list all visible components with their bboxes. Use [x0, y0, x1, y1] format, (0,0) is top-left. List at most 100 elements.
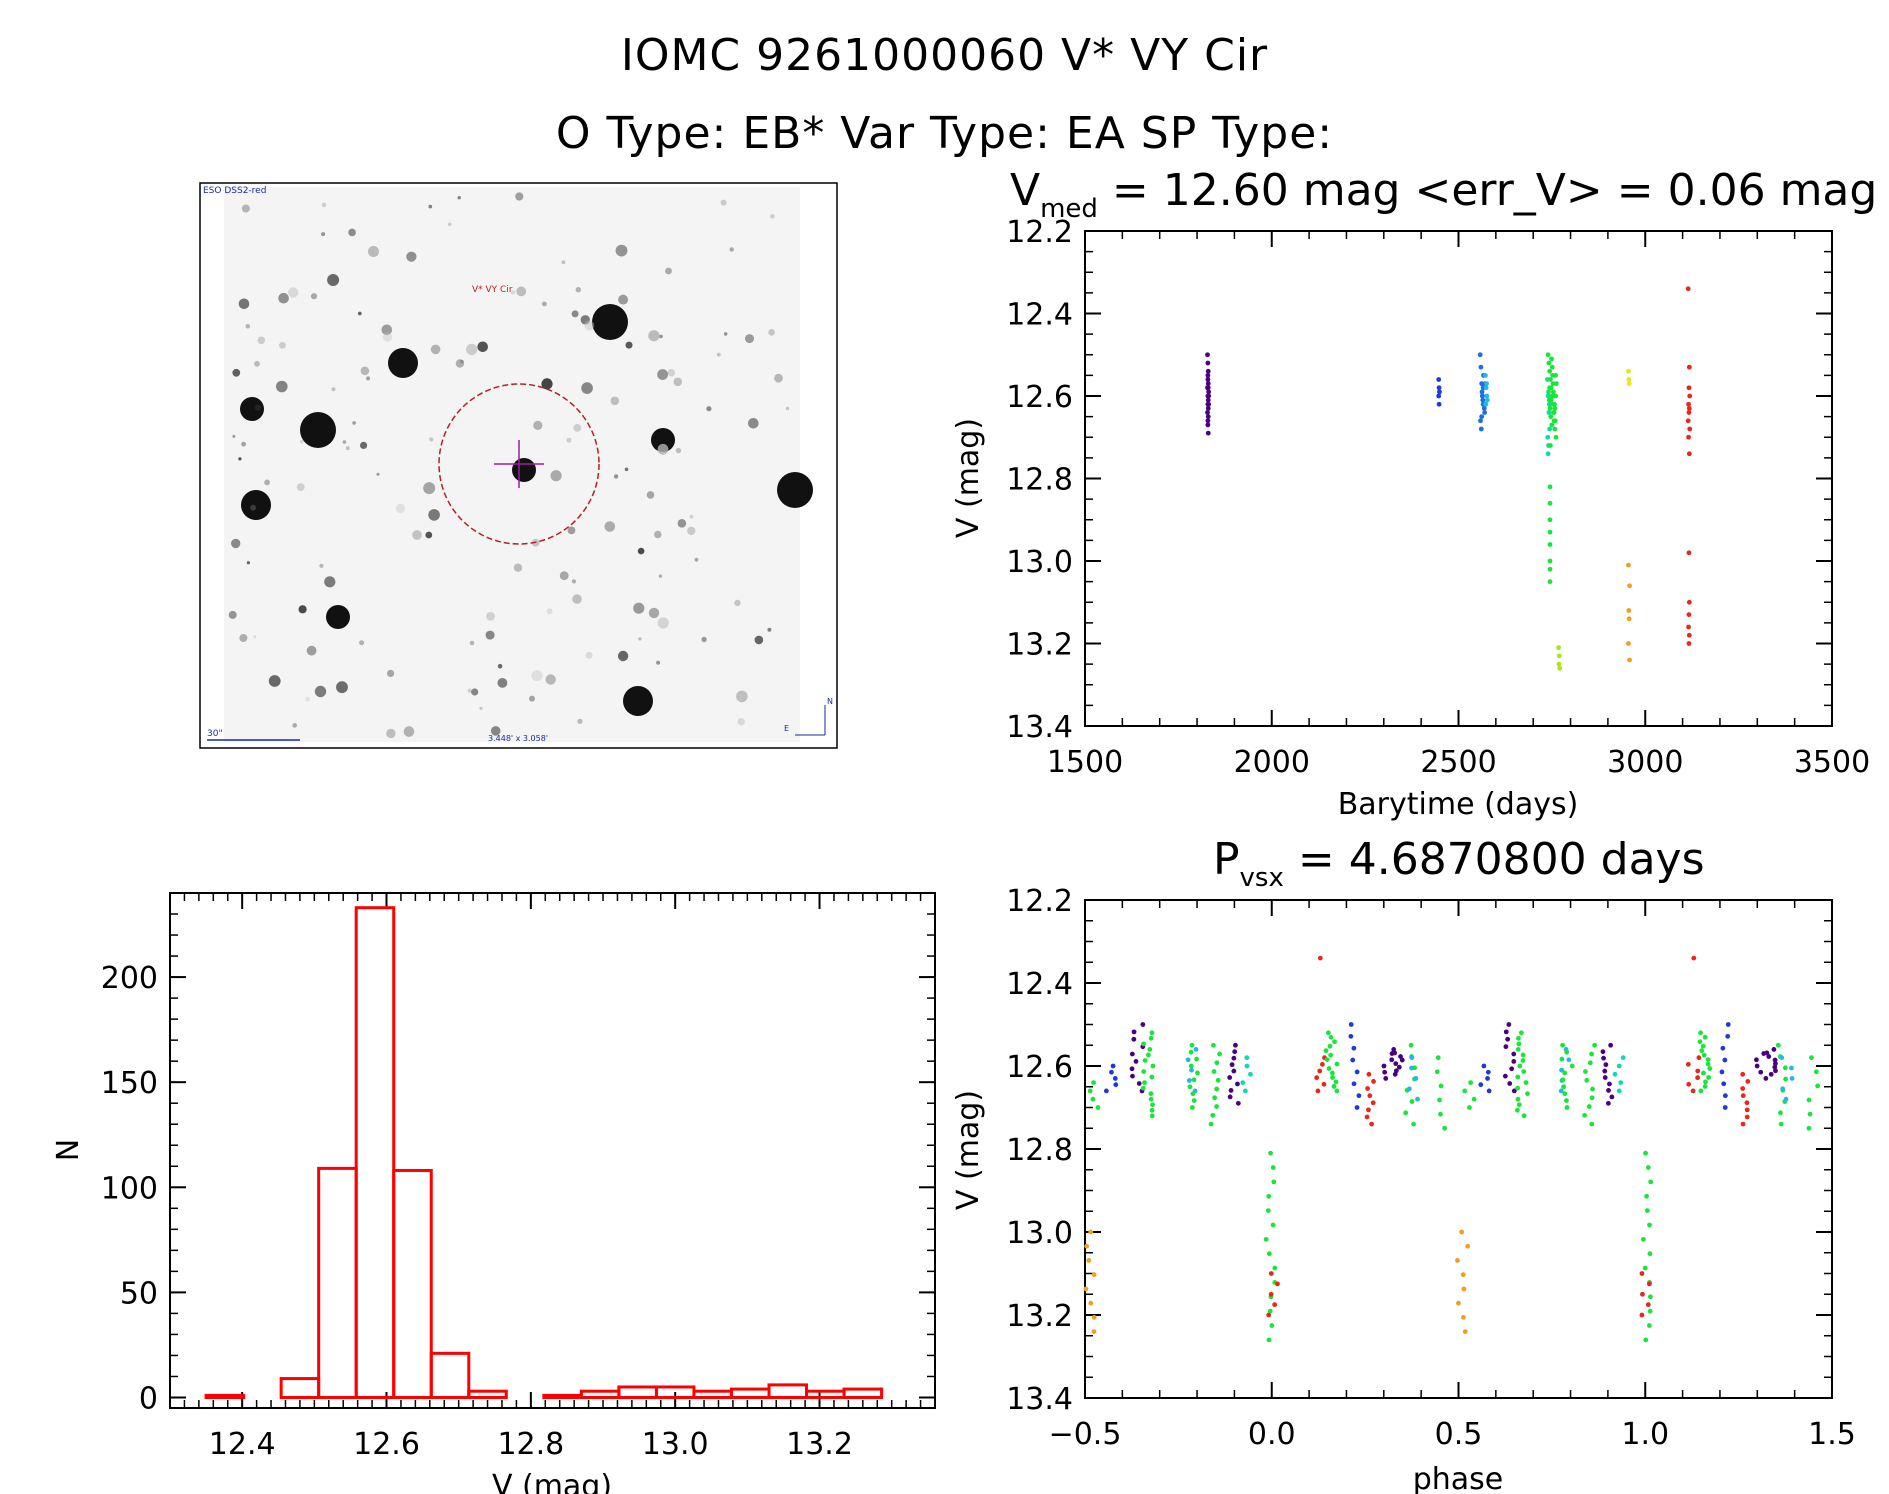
- phased-point: [1701, 1070, 1706, 1076]
- phased-point: [1190, 1091, 1196, 1097]
- phased-point: [1768, 1071, 1774, 1077]
- lightcurve-point: [1205, 385, 1211, 391]
- star: [254, 360, 260, 367]
- phased-point: [1813, 1069, 1819, 1075]
- phased-point: [1754, 1063, 1760, 1069]
- lightcurve-point: [1626, 381, 1632, 387]
- phased-point: [1141, 1041, 1147, 1047]
- lightcurve-point: [1557, 665, 1563, 671]
- lightcurve-point: [1687, 426, 1693, 432]
- star: [331, 387, 336, 392]
- histogram-bar: [805, 1389, 846, 1399]
- phased-point: [1329, 1070, 1335, 1076]
- phased-point: [1606, 1088, 1611, 1093]
- phased-point: [1605, 1100, 1611, 1106]
- lightcurve-point: [1552, 405, 1558, 411]
- lightcurve-point: [1553, 434, 1559, 440]
- phased-point: [1789, 1065, 1794, 1071]
- histogram-bar: [542, 1393, 583, 1399]
- phased-point: [1809, 1055, 1814, 1061]
- histogram-frame: [169, 892, 936, 1409]
- phased-point: [1148, 1091, 1154, 1097]
- lightcurve-xtick-label: 2500: [1420, 745, 1496, 780]
- lightcurve-point: [1480, 393, 1485, 399]
- star: [542, 301, 547, 307]
- phased-point: [1511, 1051, 1517, 1057]
- lightcurve-point: [1686, 385, 1692, 391]
- lightcurve-point: [1686, 364, 1692, 370]
- star: [342, 440, 347, 444]
- star: [748, 418, 759, 429]
- phased-point: [1268, 1291, 1274, 1297]
- lightcurve-xtick-label: 3000: [1607, 745, 1683, 780]
- star: [345, 446, 350, 451]
- phased-xtick-label: 1.0: [1621, 1417, 1669, 1452]
- star: [428, 204, 433, 209]
- star: [292, 723, 298, 728]
- star: [241, 490, 271, 520]
- star: [770, 214, 775, 219]
- phased-point: [1516, 1035, 1521, 1041]
- phased-point: [1348, 1033, 1354, 1039]
- star: [469, 640, 475, 646]
- phased-point: [1437, 1097, 1442, 1103]
- star: [486, 612, 495, 621]
- lightcurve-point: [1479, 414, 1485, 420]
- phased-ytick-label: 12.6: [1006, 1050, 1073, 1085]
- star: [278, 292, 289, 304]
- phased-point: [1561, 1084, 1566, 1090]
- phased-point: [1438, 1083, 1444, 1089]
- phased-point: [1647, 1281, 1652, 1287]
- phased-point: [1506, 1022, 1512, 1027]
- phased-point: [1695, 1075, 1701, 1081]
- phased-point: [1685, 1061, 1691, 1067]
- star: [412, 530, 422, 540]
- phased-point: [1722, 1105, 1728, 1110]
- phased-point: [1773, 1061, 1778, 1067]
- lightcurve-point: [1547, 517, 1553, 523]
- star: [768, 329, 775, 336]
- phased-point: [1744, 1107, 1750, 1113]
- phased-point: [1083, 1286, 1089, 1292]
- star: [497, 678, 508, 688]
- star: [720, 199, 727, 206]
- histogram-xtick-label: 12.8: [497, 1427, 564, 1462]
- phased-point: [1242, 1088, 1248, 1094]
- phased-point: [1095, 1105, 1101, 1110]
- phased-point: [1806, 1125, 1812, 1131]
- phased-point: [1091, 1329, 1097, 1334]
- phased-point: [1646, 1323, 1652, 1328]
- phased-point: [1744, 1114, 1750, 1120]
- phased-point: [1772, 1057, 1778, 1063]
- star: [625, 341, 633, 349]
- lightcurve-point: [1626, 641, 1631, 646]
- phased-point: [1354, 1105, 1360, 1110]
- lightcurve-point: [1480, 397, 1486, 403]
- phased-point: [1559, 1056, 1565, 1062]
- star: [648, 607, 660, 619]
- phased-point: [1468, 1080, 1474, 1085]
- phased-point: [1691, 955, 1697, 961]
- star: [314, 685, 327, 698]
- star: [457, 196, 461, 200]
- phased-point: [1208, 1121, 1214, 1127]
- phased-point: [1564, 1105, 1570, 1110]
- phased-point: [1263, 1236, 1269, 1242]
- star: [360, 441, 368, 449]
- star: [754, 635, 764, 645]
- star: [648, 330, 660, 342]
- phased-point: [1502, 1073, 1508, 1079]
- star: [241, 204, 250, 213]
- phased-point: [1562, 1091, 1568, 1097]
- phased-point: [1763, 1076, 1769, 1081]
- lightcurve-point: [1205, 422, 1211, 428]
- phased-point: [1702, 1034, 1708, 1040]
- lightcurve-point: [1478, 364, 1484, 370]
- histogram-bar: [354, 906, 396, 1399]
- phased-point: [1521, 1069, 1527, 1074]
- star: [241, 441, 247, 447]
- phased-point: [1392, 1071, 1398, 1077]
- star: [360, 366, 370, 376]
- phased-point: [1366, 1107, 1371, 1113]
- phased-point: [1409, 1055, 1415, 1061]
